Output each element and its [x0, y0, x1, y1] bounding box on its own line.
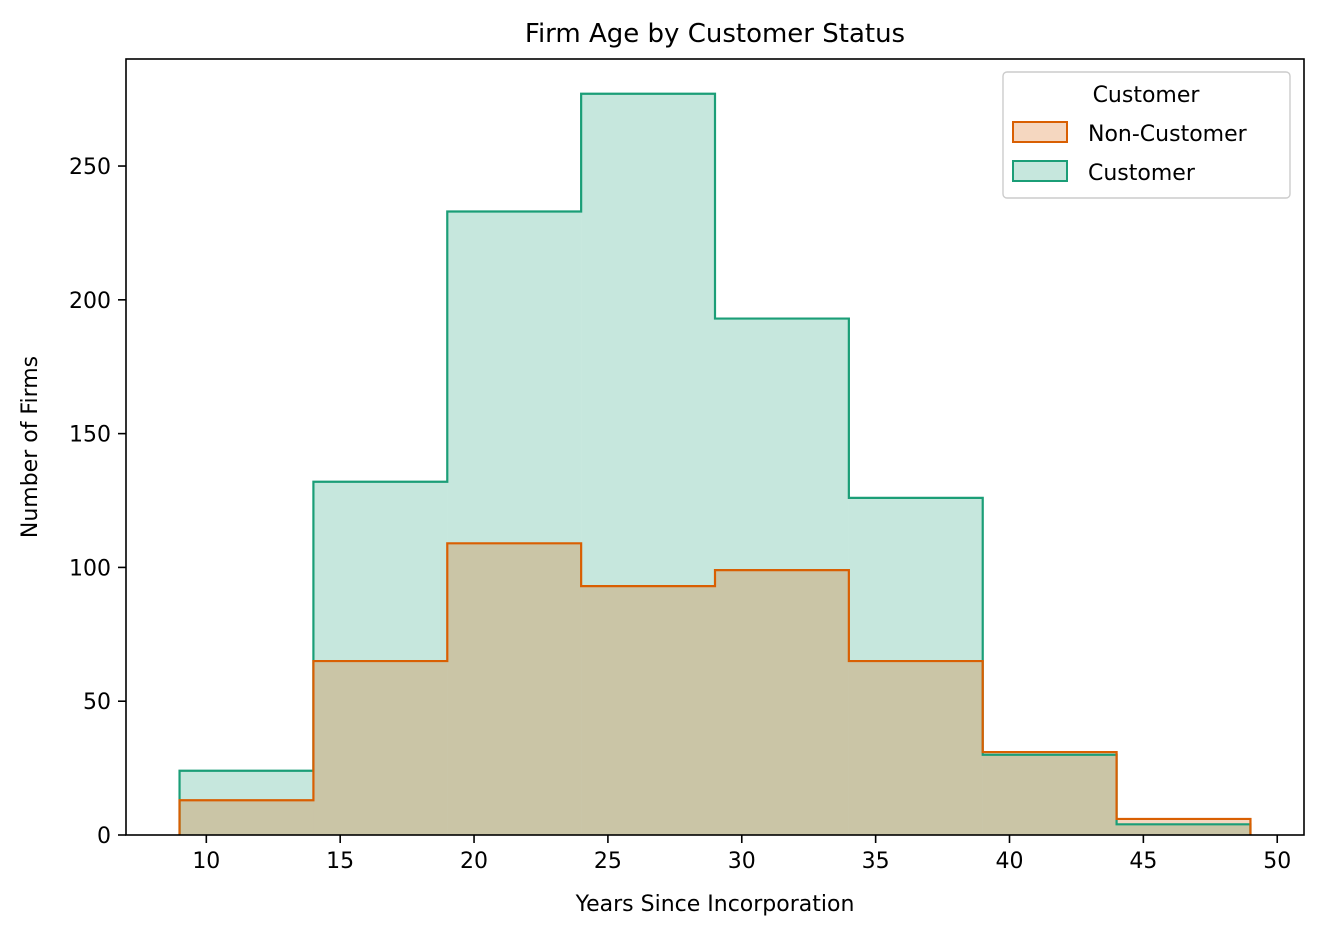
series-edges [178, 92, 1252, 835]
bar-non-customer-4 [715, 570, 849, 835]
y-tick-label-0: 0 [97, 824, 111, 849]
legend-title: Customer [1093, 83, 1201, 108]
bar-customer-3 [581, 93, 715, 836]
x-tick-label-15: 15 [326, 849, 354, 874]
x-tick-label-50: 50 [1263, 849, 1291, 874]
y-tick-label-250: 250 [69, 155, 111, 180]
y-tick-label-200: 200 [69, 289, 111, 314]
legend-label-non-customer: Non-Customer [1088, 122, 1248, 147]
bar-non-customer-3 [581, 586, 715, 835]
y-axis-label: Number of Firms [18, 356, 43, 538]
y-axis-ticks: 0 50 100 150 200 250 [69, 155, 126, 849]
bar-customer-1 [313, 481, 448, 835]
x-tick-label-30: 30 [728, 849, 756, 874]
y-tick-label-50: 50 [83, 690, 111, 715]
bar-customer-2 [447, 211, 582, 835]
series-fills [179, 93, 1251, 836]
x-tick-label-45: 45 [1129, 849, 1157, 874]
x-tick-label-25: 25 [594, 849, 622, 874]
bar-non-customer-1 [313, 661, 448, 835]
bar-non-customer-7 [1116, 818, 1251, 835]
series-line-non-customer [178, 542, 1252, 835]
x-tick-label-10: 10 [192, 849, 220, 874]
y-tick-label-150: 150 [69, 423, 111, 448]
chart-title: Firm Age by Customer Status [525, 19, 905, 49]
bar-non-customer-2 [447, 543, 582, 835]
plot-frame [125, 58, 1305, 836]
bar-customer-0 [179, 770, 314, 835]
bar-customer-5 [848, 497, 983, 835]
bar-customer-7 [1116, 824, 1251, 835]
x-tick-label-35: 35 [862, 849, 890, 874]
legend: Customer Non-Customer Customer [1002, 71, 1291, 199]
bar-non-customer-0 [179, 800, 314, 835]
x-axis-label: Years Since Incorporation [575, 892, 855, 917]
x-tick-label-40: 40 [996, 849, 1024, 874]
legend-box [1002, 71, 1291, 199]
legend-swatch-non-customer [1012, 121, 1068, 143]
bar-non-customer-5 [848, 661, 983, 835]
bar-non-customer-6 [982, 752, 1117, 835]
bar-customer-6 [982, 754, 1117, 835]
legend-swatch-customer [1012, 160, 1068, 182]
y-tick-label-100: 100 [69, 556, 111, 581]
legend-label-customer: Customer [1088, 161, 1196, 186]
x-axis-ticks: 10 15 20 25 30 35 40 45 50 [192, 835, 1291, 874]
x-tick-label-20: 20 [460, 849, 488, 874]
bar-customer-4 [715, 318, 849, 836]
